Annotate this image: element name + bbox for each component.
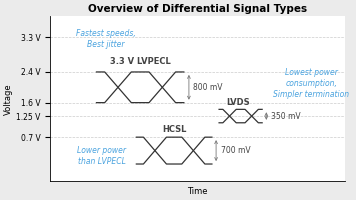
Text: LVDS: LVDS [226, 98, 250, 107]
Text: Lowest power
consumption,
Simpler termination: Lowest power consumption, Simpler termin… [273, 68, 350, 99]
Text: Fastest speeds,
Best jitter: Fastest speeds, Best jitter [76, 29, 136, 49]
Text: 800 mV: 800 mV [193, 83, 223, 92]
Text: 3.3 V LVPECL: 3.3 V LVPECL [110, 57, 171, 66]
X-axis label: Time: Time [188, 187, 208, 196]
Title: Overview of Differential Signal Types: Overview of Differential Signal Types [88, 4, 307, 14]
Text: Lower power
than LVPECL: Lower power than LVPECL [77, 146, 126, 166]
Text: 700 mV: 700 mV [220, 146, 250, 155]
Text: HCSL: HCSL [162, 125, 186, 134]
Text: 350 mV: 350 mV [271, 112, 300, 121]
Y-axis label: Voltage: Voltage [4, 83, 13, 115]
